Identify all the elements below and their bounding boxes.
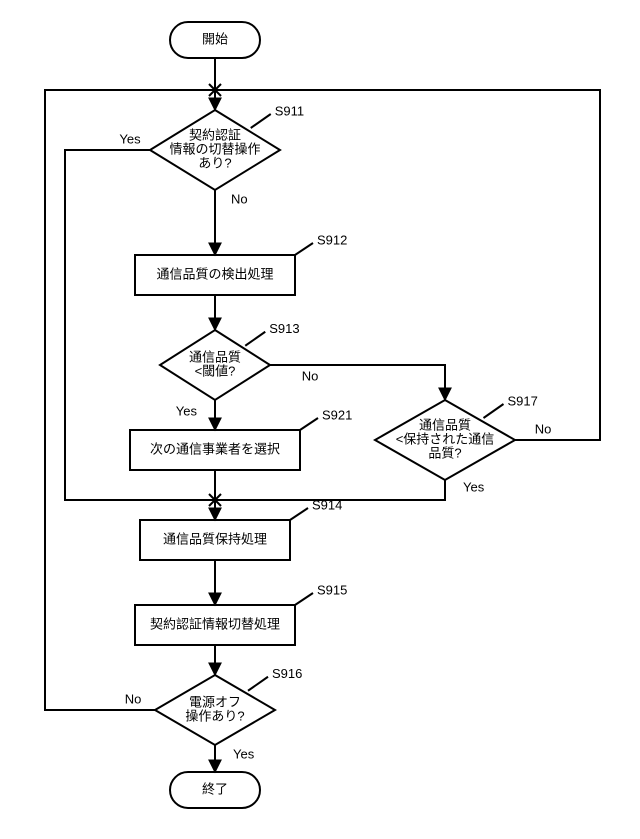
svg-text:操作あり?: 操作あり? [185, 708, 244, 723]
svg-text:通信品質の検出処理: 通信品質の検出処理 [156, 266, 273, 281]
svg-text:情報の切替操作: 情報の切替操作 [169, 141, 260, 156]
svg-text:次の通信事業者を選択: 次の通信事業者を選択 [150, 441, 280, 456]
svg-text:S921: S921 [322, 407, 352, 422]
svg-text:開始: 開始 [202, 31, 228, 46]
svg-text:<閾値?: <閾値? [195, 363, 236, 378]
svg-text:S913: S913 [269, 321, 299, 336]
svg-text:Yes: Yes [176, 403, 198, 418]
svg-text:電源オフ: 電源オフ [189, 694, 241, 709]
svg-text:通信品質: 通信品質 [189, 349, 241, 364]
svg-text:Yes: Yes [119, 131, 141, 146]
svg-text:あり?: あり? [198, 155, 231, 170]
svg-text:S912: S912 [317, 232, 347, 247]
svg-text:S915: S915 [317, 582, 347, 597]
svg-text:契約認証情報切替処理: 契約認証情報切替処理 [150, 616, 280, 631]
svg-text:契約認証: 契約認証 [189, 127, 241, 142]
svg-text:品質?: 品質? [428, 445, 461, 460]
svg-text:S916: S916 [272, 666, 302, 681]
svg-text:No: No [125, 691, 142, 706]
svg-text:通信品質保持処理: 通信品質保持処理 [163, 531, 267, 546]
svg-text:S917: S917 [508, 393, 538, 408]
svg-text:終了: 終了 [202, 781, 228, 796]
svg-text:Yes: Yes [233, 746, 255, 761]
svg-text:<保持された通信: <保持された通信 [396, 431, 495, 446]
svg-text:No: No [302, 368, 319, 383]
svg-text:No: No [231, 191, 248, 206]
svg-text:No: No [535, 421, 552, 436]
svg-text:Yes: Yes [463, 479, 485, 494]
svg-text:S911: S911 [275, 103, 304, 118]
svg-text:通信品質: 通信品質 [419, 417, 471, 432]
